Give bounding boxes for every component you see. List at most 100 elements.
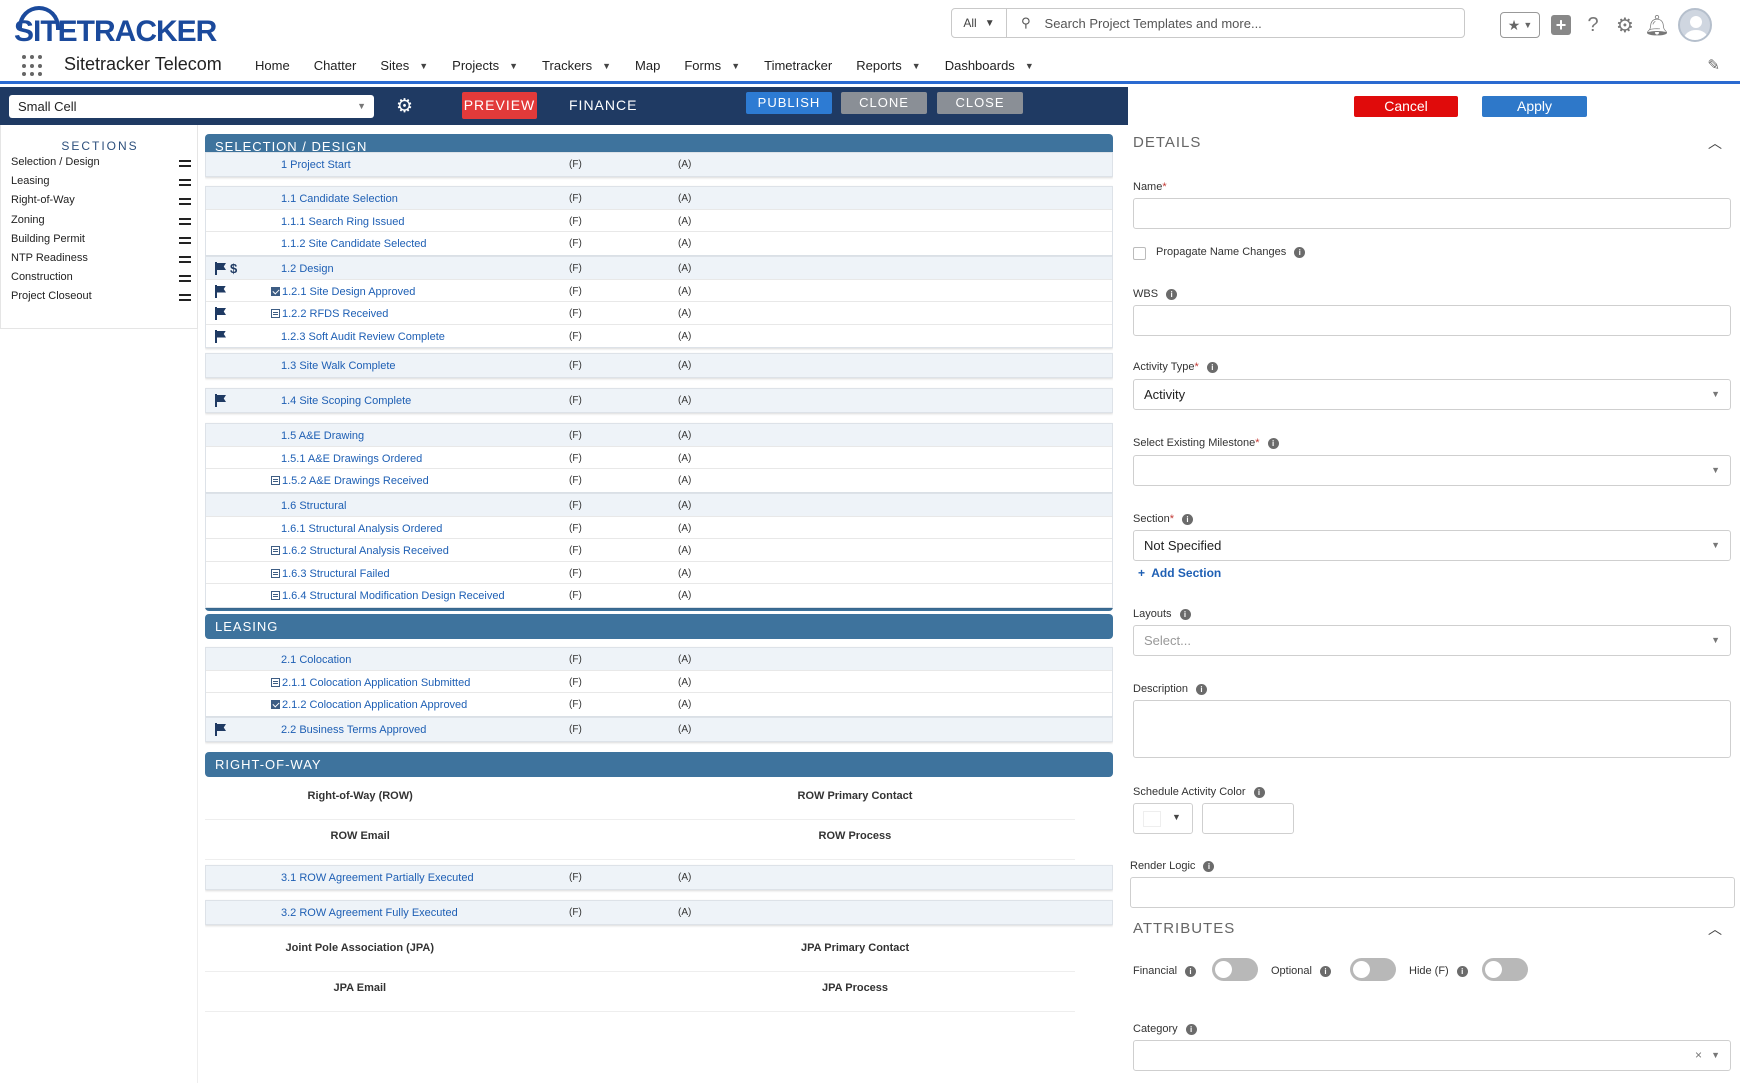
activity-row[interactable]: 2.2 Business Terms Approved (F) (A) <box>206 718 1112 741</box>
layouts-select[interactable]: Select... ▼ <box>1133 625 1731 656</box>
chevron-down-icon[interactable]: ▼ <box>419 60 429 71</box>
drag-handle-icon[interactable] <box>179 236 191 244</box>
activity-name-link[interactable]: 1.3 Site Walk Complete <box>281 360 396 372</box>
drag-handle-icon[interactable] <box>179 275 191 283</box>
favorites-button[interactable]: ★ ▼ <box>1500 12 1540 38</box>
color-hex-input[interactable] <box>1202 803 1294 834</box>
field-label[interactable]: JPA Email <box>333 982 387 994</box>
field-label[interactable]: ROW Email <box>330 830 390 842</box>
drag-handle-icon[interactable] <box>179 256 191 263</box>
activity-name-link[interactable]: 1.5.2 A&E Drawings Received <box>271 475 429 487</box>
activity-name-link[interactable]: 3.2 ROW Agreement Fully Executed <box>281 907 458 919</box>
sidebar-item-ntp-readiness[interactable]: NTP Readiness <box>11 252 191 264</box>
activity-name-link[interactable]: 1.2.3 Soft Audit Review Complete <box>281 331 445 343</box>
chevron-down-icon[interactable]: ▼ <box>509 60 519 71</box>
activity-name-link[interactable]: 1.2.2 RFDS Received <box>271 308 388 320</box>
activity-name-link[interactable]: 1.6.1 Structural Analysis Ordered <box>281 523 442 535</box>
edit-nav-pencil-icon[interactable]: ✎ <box>1707 57 1720 74</box>
chevron-down-icon[interactable]: ▼ <box>911 60 921 71</box>
sidebar-item-construction[interactable]: Construction <box>11 271 191 283</box>
section-select[interactable]: Not Specified ▼ <box>1133 530 1731 561</box>
activity-row[interactable]: 1.5 A&E Drawing (F) (A) <box>206 424 1112 447</box>
chevron-down-icon[interactable]: ▼ <box>731 60 741 71</box>
activity-row[interactable]: 1.5.1 A&E Drawings Ordered (F) (A) <box>206 447 1112 469</box>
activity-name-link[interactable]: 1.1.1 Search Ring Issued <box>281 216 405 228</box>
activity-row[interactable]: 2.1.2 Colocation Application Approved (F)… <box>206 693 1112 716</box>
sidebar-item-building-permit[interactable]: Building Permit <box>11 233 191 245</box>
drag-handle-icon[interactable] <box>179 294 191 302</box>
sidebar-item-zoning[interactable]: Zoning <box>11 214 191 226</box>
activity-row[interactable]: 1.1 Candidate Selection (F) (A) <box>206 187 1112 210</box>
gear-icon[interactable]: ⚙ <box>1616 14 1634 37</box>
milestone-select[interactable]: ▼ <box>1133 455 1731 486</box>
activity-row[interactable]: 1.6.3 Structural Failed (F) (A) <box>206 562 1112 584</box>
activity-name-link[interactable]: 2.1 Colocation <box>281 654 351 666</box>
activity-row[interactable]: 2.1.1 Colocation Application Submitted (F… <box>206 671 1112 693</box>
activity-name-link[interactable]: 1.1.2 Site Candidate Selected <box>281 238 427 250</box>
activity-name-link[interactable]: 1.5.1 A&E Drawings Ordered <box>281 453 422 465</box>
activity-row[interactable]: 1.6.2 Structural Analysis Received (F) (A) <box>206 539 1112 562</box>
optional-toggle[interactable] <box>1350 958 1396 981</box>
cancel-button[interactable]: Cancel <box>1354 96 1458 117</box>
wbs-input[interactable] <box>1133 305 1731 336</box>
section-header[interactable]: LEASING <box>205 614 1113 639</box>
activity-type-select[interactable]: Activity ▼ <box>1133 379 1731 410</box>
drag-handle-icon[interactable] <box>179 198 191 206</box>
activity-name-link[interactable]: 2.2 Business Terms Approved <box>281 724 426 736</box>
activity-row[interactable]: 1.2.3 Soft Audit Review Complete (F) (A) <box>206 325 1112 348</box>
drag-handle-icon[interactable] <box>179 179 191 187</box>
activity-row[interactable]: 1.2.1 Site Design Approved (F) (A) <box>206 280 1112 302</box>
drag-handle-icon[interactable] <box>179 160 191 167</box>
category-select[interactable]: × ▼ <box>1133 1040 1731 1071</box>
activity-row[interactable]: $1.2 Design (F) (A) <box>206 257 1112 280</box>
financial-toggle[interactable] <box>1212 958 1258 981</box>
activity-name-link[interactable]: 1 Project Start <box>281 159 351 171</box>
field-label[interactable]: ROW Process <box>818 830 892 842</box>
add-section-link[interactable]: + Add Section <box>1138 566 1222 580</box>
field-label[interactable]: ROW Primary Contact <box>797 790 913 802</box>
chevron-up-icon[interactable]: ︿ <box>1708 135 1722 151</box>
activity-row[interactable]: 1.1.2 Site Candidate Selected (F) (A) <box>206 232 1112 255</box>
preview-button[interactable]: PREVIEW <box>462 92 537 119</box>
field-label[interactable]: JPA Primary Contact <box>801 942 910 954</box>
nav-item-home[interactable]: Home <box>255 58 290 73</box>
activity-name-link[interactable]: 2.1.2 Colocation Application Approved <box>271 699 467 711</box>
activity-name-link[interactable]: 1.6.3 Structural Failed <box>271 568 390 580</box>
field-label[interactable]: Joint Pole Association (JPA) <box>285 942 435 954</box>
activity-row[interactable]: 3.1 ROW Agreement Partially Executed (F) (… <box>206 866 1112 889</box>
chevron-up-icon[interactable]: ︿ <box>1708 921 1722 937</box>
activity-row[interactable]: 1.4 Site Scoping Complete (F) (A) <box>206 389 1112 412</box>
sidebar-item-selection-design[interactable]: Selection / Design <box>11 156 191 168</box>
app-launcher-icon[interactable] <box>22 55 44 77</box>
activity-row[interactable]: 3.2 ROW Agreement Fully Executed (F) (A) <box>206 901 1112 924</box>
search-scope-dropdown[interactable]: All ▼ <box>952 9 1007 37</box>
name-input[interactable] <box>1133 198 1731 229</box>
nav-item-forms[interactable]: Forms ▼ <box>684 58 740 73</box>
nav-item-dashboards[interactable]: Dashboards ▼ <box>945 58 1034 73</box>
nav-item-map[interactable]: Map <box>635 58 660 73</box>
hide-f-toggle[interactable] <box>1482 958 1528 981</box>
nav-item-sites[interactable]: Sites ▼ <box>380 58 428 73</box>
bell-icon[interactable]: 🔔︎ <box>1644 14 1670 37</box>
template-select[interactable]: Small Cell ▼ <box>9 95 374 118</box>
activity-row[interactable]: 1.5.2 A&E Drawings Received (F) (A) <box>206 469 1112 492</box>
nav-item-timetracker[interactable]: Timetracker <box>764 58 832 73</box>
chevron-down-icon[interactable]: ▼ <box>1024 60 1034 71</box>
finance-tab[interactable]: FINANCE <box>569 97 638 113</box>
nav-item-chatter[interactable]: Chatter <box>314 58 357 73</box>
template-settings-gear-icon[interactable]: ⚙ <box>396 96 414 117</box>
nav-item-projects[interactable]: Projects ▼ <box>452 58 518 73</box>
nav-item-trackers[interactable]: Trackers ▼ <box>542 58 611 73</box>
activity-name-link[interactable]: 1.4 Site Scoping Complete <box>281 395 411 407</box>
color-picker-button[interactable]: ▼ <box>1133 803 1193 834</box>
close-button[interactable]: CLOSE <box>937 92 1023 114</box>
activity-row[interactable]: 1.6 Structural (F) (A) <box>206 494 1112 517</box>
activity-name-link[interactable]: 1.6.4 Structural Modification Design Rec… <box>271 590 505 602</box>
help-icon[interactable]: ? <box>1587 13 1599 36</box>
clone-button[interactable]: CLONE <box>841 92 927 114</box>
activity-name-link[interactable]: 3.1 ROW Agreement Partially Executed <box>281 872 474 884</box>
chevron-down-icon[interactable]: ▼ <box>602 60 612 71</box>
activity-name-link[interactable]: 1.6 Structural <box>281 500 346 512</box>
activity-name-link[interactable]: 1.5 A&E Drawing <box>281 430 364 442</box>
drag-handle-icon[interactable] <box>179 217 191 225</box>
